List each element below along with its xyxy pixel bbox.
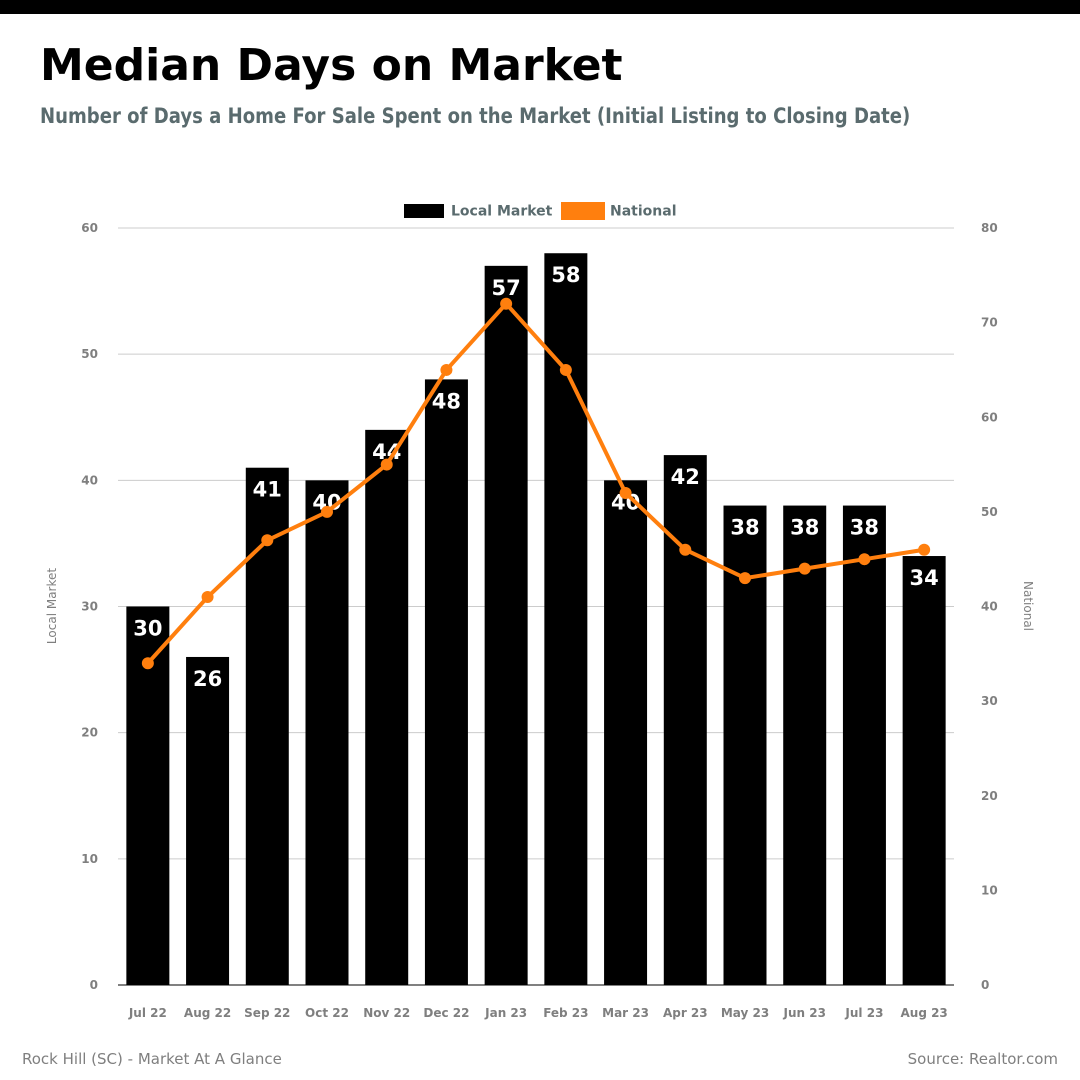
right-axis-tick-label: 10: [981, 883, 998, 897]
bar-value-label: 57: [492, 276, 521, 300]
right-axis-tick-label: 20: [981, 789, 998, 803]
footer-market-label: Rock Hill (SC) - Market At A Glance: [22, 1050, 282, 1068]
left-axis-tick-label: 10: [81, 852, 98, 866]
line-series-national: [141, 297, 931, 670]
bar[interactable]: [902, 556, 946, 985]
bar-value-label: 58: [551, 263, 580, 287]
legend-swatch-local-market: [404, 204, 444, 218]
footer-source: Source: Realtor.com: [907, 1050, 1058, 1068]
bar-value-label: 26: [193, 667, 222, 691]
national-point[interactable]: [559, 363, 572, 376]
national-point[interactable]: [440, 363, 453, 376]
right-axis-tick-label: 0: [981, 978, 989, 992]
x-axis-tick-label: Aug 23: [900, 1006, 947, 1020]
x-axis-tick-label: Feb 23: [543, 1006, 588, 1020]
bar[interactable]: [186, 656, 230, 985]
national-point[interactable]: [918, 543, 931, 556]
bar[interactable]: [365, 429, 409, 985]
left-axis-title: Local Market: [45, 568, 59, 644]
national-point[interactable]: [201, 591, 214, 604]
chart-title: Median Days on Market: [40, 40, 623, 91]
right-axis: 0 10 20 30 40 50 60 70 80: [981, 221, 998, 992]
x-axis-tick-label: Jul 22: [128, 1006, 167, 1020]
national-line: [145, 301, 927, 666]
bar-series-local-market: [126, 253, 946, 986]
bar[interactable]: [663, 455, 707, 986]
bar[interactable]: [424, 379, 468, 985]
x-axis-tick-label: Oct 22: [305, 1006, 349, 1020]
bar[interactable]: [544, 253, 588, 985]
bar[interactable]: [842, 505, 886, 985]
bar[interactable]: [723, 505, 767, 985]
x-axis-tick-label: Jul 23: [844, 1006, 883, 1020]
legend-label-local-market: Local Market: [451, 204, 553, 220]
x-axis: Jul 22 Aug 22 Sep 22 Oct 22 Nov 22 Dec 22 Jan …: [118, 984, 954, 1020]
right-axis-title: National: [1021, 581, 1035, 631]
national-point[interactable]: [858, 553, 871, 566]
x-axis-tick-label: Jun 23: [782, 1006, 825, 1020]
bar-value-label: 48: [432, 389, 461, 413]
left-axis-tick-label: 20: [81, 726, 98, 740]
bar-value-label: 41: [253, 478, 282, 502]
left-axis: 0 10 20 30 40 50 60: [81, 221, 98, 992]
national-point[interactable]: [141, 657, 154, 670]
legend-label-national: National: [610, 204, 677, 220]
x-axis-tick-label: Sep 22: [244, 1006, 290, 1020]
bar[interactable]: [126, 606, 170, 986]
right-axis-tick-label: 80: [981, 221, 998, 235]
national-point[interactable]: [500, 297, 513, 310]
gridlines: [118, 227, 954, 860]
right-axis-tick-label: 30: [981, 694, 998, 708]
legend-swatch-national: [561, 202, 605, 220]
x-axis-tick-label: Apr 23: [663, 1006, 708, 1020]
x-axis-tick-label: Jan 23: [484, 1006, 527, 1020]
top-bar: [0, 0, 1080, 14]
legend: Local Market National: [404, 202, 677, 220]
national-point[interactable]: [321, 505, 333, 518]
national-point[interactable]: [739, 572, 751, 585]
national-point[interactable]: [798, 562, 811, 575]
national-point[interactable]: [679, 543, 692, 556]
bar-value-label: 42: [671, 465, 700, 489]
x-axis-tick-label: Aug 22: [184, 1006, 231, 1020]
x-axis-tick-label: May 23: [721, 1006, 769, 1020]
national-point[interactable]: [619, 486, 632, 499]
right-axis-tick-label: 40: [981, 600, 998, 614]
bar[interactable]: [604, 480, 648, 985]
x-axis-tick-label: Dec 22: [423, 1006, 469, 1020]
chart-subtitle: Number of Days a Home For Sale Spent on …: [40, 104, 911, 128]
bar-value-label: 34: [910, 566, 939, 590]
bar[interactable]: [305, 480, 349, 985]
legend-item-local-market[interactable]: Local Market: [404, 204, 553, 220]
left-axis-tick-label: 40: [81, 473, 98, 487]
x-axis-tick-label: Mar 23: [602, 1006, 649, 1020]
legend-item-national[interactable]: National: [561, 202, 677, 220]
bar-value-label: 30: [133, 617, 162, 641]
left-axis-tick-label: 50: [81, 347, 98, 361]
bar-value-label: 38: [850, 516, 879, 540]
right-axis-tick-label: 60: [981, 410, 998, 424]
left-axis-tick-label: 60: [81, 221, 98, 235]
right-axis-tick-label: 50: [981, 505, 998, 519]
national-point[interactable]: [380, 458, 393, 471]
bar[interactable]: [484, 265, 528, 986]
bar[interactable]: [783, 505, 827, 985]
bar-value-label: 38: [730, 516, 759, 540]
right-axis-tick-label: 70: [981, 316, 998, 330]
national-point[interactable]: [261, 534, 274, 547]
left-axis-tick-label: 30: [81, 600, 98, 614]
left-axis-tick-label: 0: [90, 978, 98, 992]
bar-value-label: 38: [790, 516, 819, 540]
x-axis-tick-label: Nov 22: [363, 1006, 410, 1020]
